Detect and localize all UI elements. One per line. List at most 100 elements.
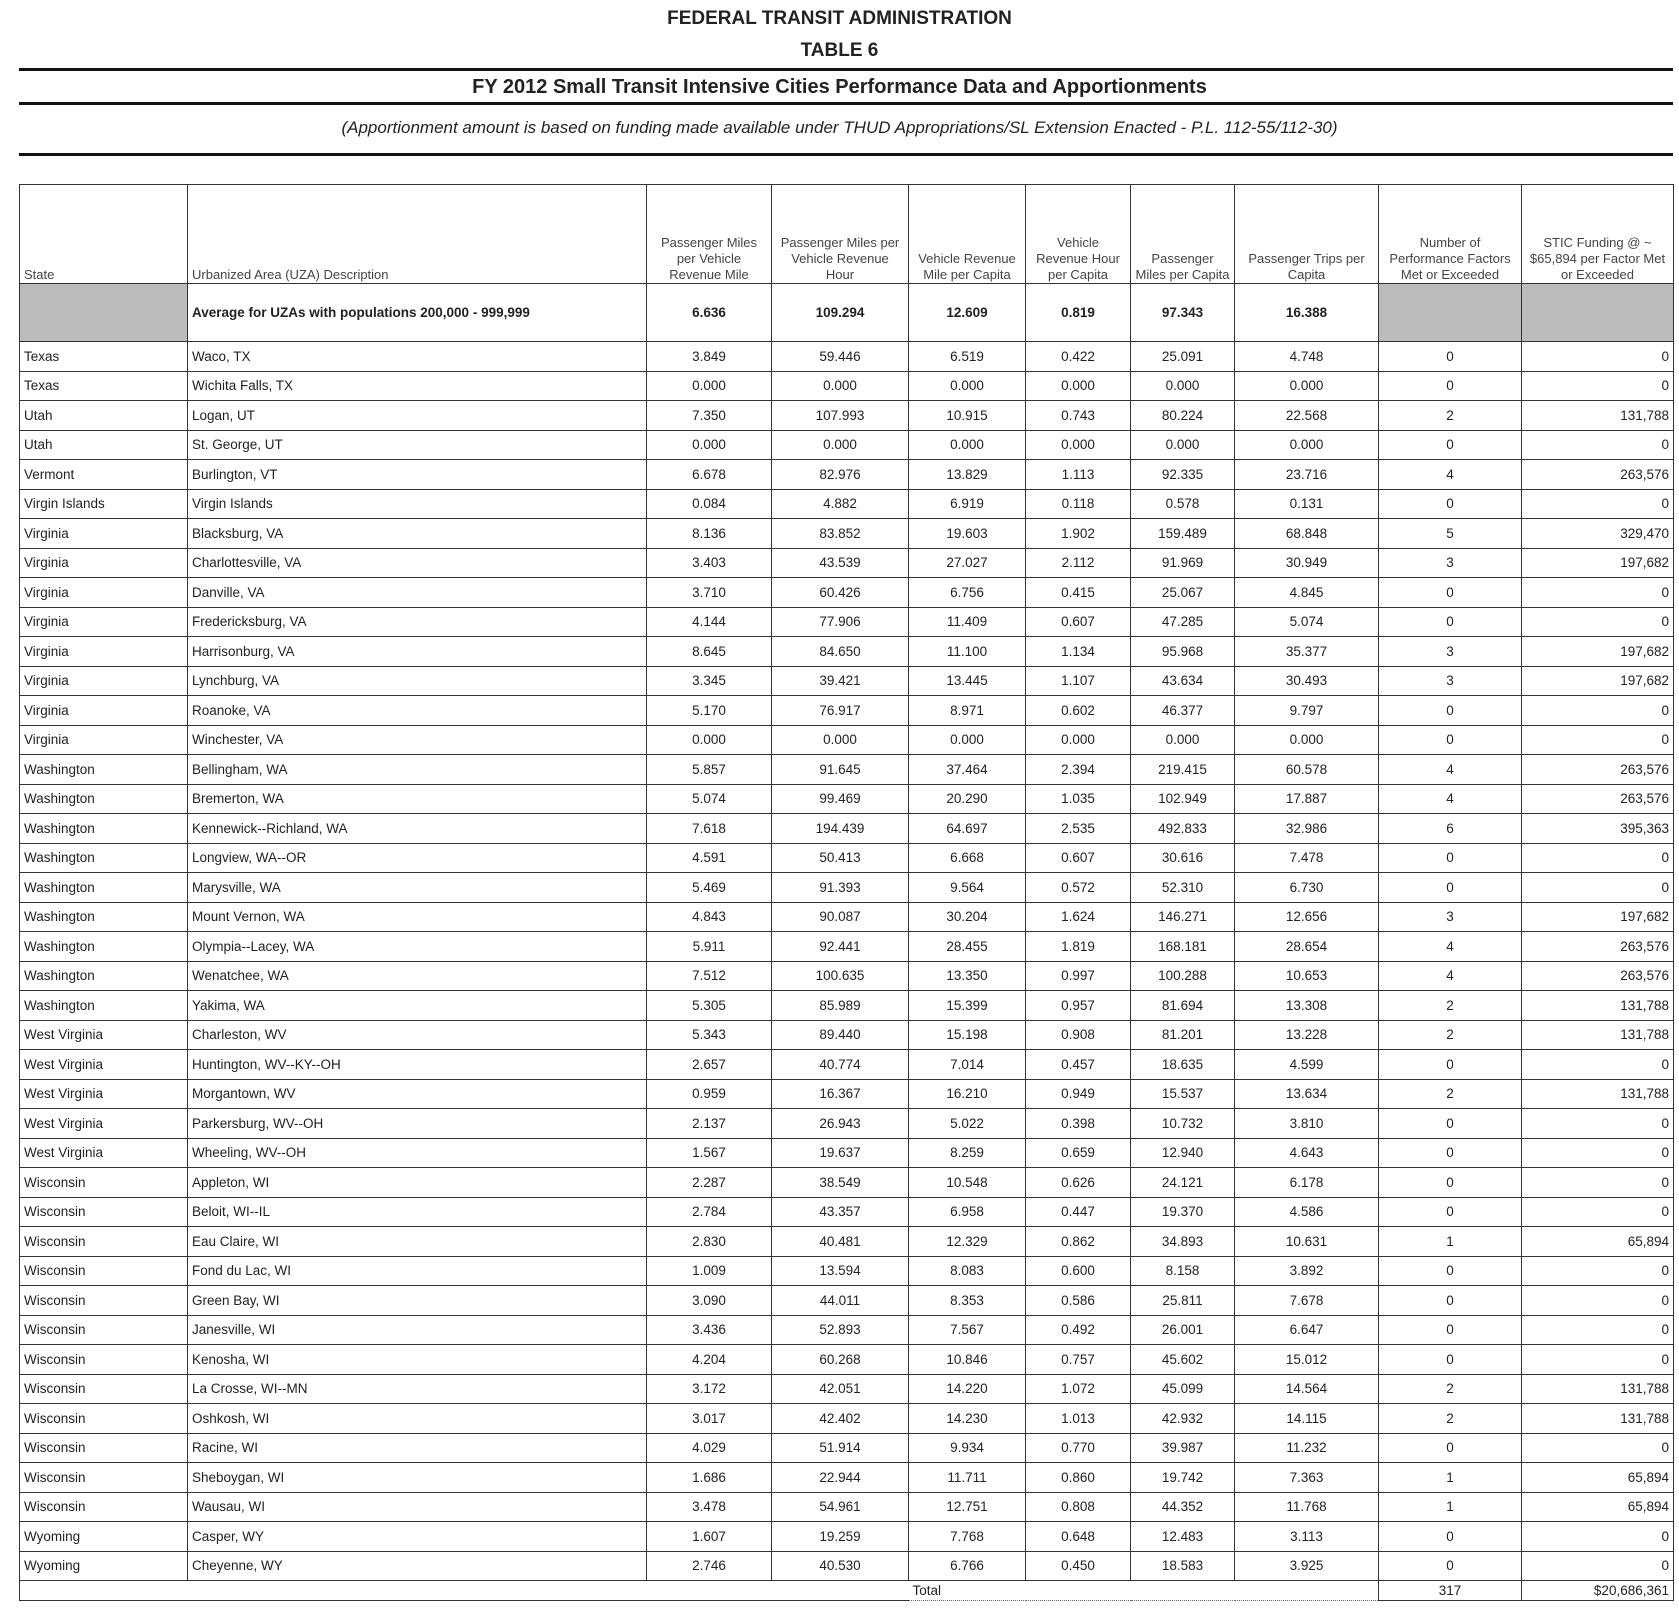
data-row: Wisconsin Appleton, WI 2.287 38.549 10.548 0.… xyxy=(19,1167,1674,1198)
text-cell: Oshkosh, WI xyxy=(187,1403,647,1434)
number-cell: 80.224 xyxy=(1130,400,1235,431)
number-cell: 1.902 xyxy=(1025,518,1131,549)
number-cell: 0.602 xyxy=(1025,695,1131,726)
number-cell: 1 xyxy=(1378,1491,1522,1522)
data-row: Virginia Charlottesville, VA 3.403 43.539 27… xyxy=(19,547,1674,578)
column-header: Urbanized Area (UZA) Description xyxy=(187,184,647,284)
number-cell: 3.345 xyxy=(646,665,772,696)
number-cell: 0.450 xyxy=(1025,1550,1131,1581)
text-cell: Blacksburg, VA xyxy=(187,518,647,549)
number-cell: 65,894 xyxy=(1521,1462,1674,1493)
text-cell: Longview, WA--OR xyxy=(187,842,647,873)
text-cell: Wausau, WI xyxy=(187,1491,647,1522)
text-cell: Kenosha, WI xyxy=(187,1344,647,1375)
number-cell: 89.440 xyxy=(771,1019,909,1050)
number-cell: 263,576 xyxy=(1521,931,1674,962)
number-cell: 51.914 xyxy=(771,1432,909,1463)
data-row: Washington Yakima, WA 5.305 85.989 15.399 0.9… xyxy=(19,990,1674,1021)
number-cell: 6.958 xyxy=(908,1196,1026,1227)
number-cell: 2 xyxy=(1378,1019,1522,1050)
number-cell: 4 xyxy=(1378,960,1522,991)
data-row: Virginia Fredericksburg, VA 4.144 77.906 11.… xyxy=(19,606,1674,637)
average-value: 0.819 xyxy=(1025,283,1131,342)
number-cell: 0 xyxy=(1378,842,1522,873)
number-cell: 0 xyxy=(1378,488,1522,519)
number-cell: 15.198 xyxy=(908,1019,1026,1050)
number-cell: 4 xyxy=(1378,754,1522,785)
number-cell: 19.370 xyxy=(1130,1196,1235,1227)
number-cell: 0.000 xyxy=(908,370,1026,401)
number-cell: 197,682 xyxy=(1521,636,1674,667)
number-cell: 42.932 xyxy=(1130,1403,1235,1434)
number-cell: 8.353 xyxy=(908,1285,1026,1316)
average-value: 16.388 xyxy=(1234,283,1379,342)
number-cell: 0.860 xyxy=(1025,1462,1131,1493)
text-cell: Bremerton, WA xyxy=(187,783,647,814)
number-cell: 32.986 xyxy=(1234,813,1379,844)
text-cell: Danville, VA xyxy=(187,577,647,608)
number-cell: 0.000 xyxy=(1025,370,1131,401)
number-cell: 6.919 xyxy=(908,488,1026,519)
number-cell: 43.634 xyxy=(1130,665,1235,696)
number-cell: 8.136 xyxy=(646,518,772,549)
text-cell: Washington xyxy=(19,990,188,1021)
cell xyxy=(19,1580,909,1601)
data-row: Utah Logan, UT 7.350 107.993 10.915 0.743 80.2… xyxy=(19,400,1674,431)
number-cell: 219.415 xyxy=(1130,754,1235,785)
number-cell: 131,788 xyxy=(1521,1078,1674,1109)
text-cell: Logan, UT xyxy=(187,400,647,431)
number-cell: 0 xyxy=(1378,872,1522,903)
number-cell: 0.659 xyxy=(1025,1137,1131,1168)
number-cell: 5.343 xyxy=(646,1019,772,1050)
average-label: Average for UZAs with populations 200,00… xyxy=(187,283,647,342)
number-cell: 0 xyxy=(1378,1344,1522,1375)
number-cell: 0.586 xyxy=(1025,1285,1131,1316)
text-cell: Bellingham, WA xyxy=(187,754,647,785)
number-cell: 13.308 xyxy=(1234,990,1379,1021)
rule xyxy=(19,102,1673,105)
number-cell: 91.393 xyxy=(771,872,909,903)
number-cell: 2.784 xyxy=(646,1196,772,1227)
text-cell: Winchester, VA xyxy=(187,724,647,755)
number-cell: 10.732 xyxy=(1130,1108,1235,1139)
number-cell: 159.489 xyxy=(1130,518,1235,549)
text-cell: Roanoke, VA xyxy=(187,695,647,726)
text-cell: Wisconsin xyxy=(19,1373,188,1404)
data-row: Washington Bremerton, WA 5.074 99.469 20.290… xyxy=(19,783,1674,814)
number-cell: 0.862 xyxy=(1025,1226,1131,1257)
text-cell: Texas xyxy=(19,341,188,372)
number-cell: 0 xyxy=(1521,1314,1674,1345)
number-cell: 492.833 xyxy=(1130,813,1235,844)
number-cell: 2 xyxy=(1378,1403,1522,1434)
column-header: Passenger Miles per Capita xyxy=(1130,184,1235,284)
number-cell: 0 xyxy=(1521,1521,1674,1552)
number-cell: 2.137 xyxy=(646,1108,772,1139)
text-cell: Virginia xyxy=(19,518,188,549)
number-cell: 0.492 xyxy=(1025,1314,1131,1345)
data-row: Texas Waco, TX 3.849 59.446 6.519 0.422 25.091… xyxy=(19,341,1674,372)
number-cell: 40.530 xyxy=(771,1550,909,1581)
text-cell: Kennewick--Richland, WA xyxy=(187,813,647,844)
text-cell: Mount Vernon, WA xyxy=(187,901,647,932)
column-header: Passenger Miles per Vehicle Revenue Hour xyxy=(771,184,909,284)
total-label: Total xyxy=(908,1580,1379,1601)
number-cell: 14.115 xyxy=(1234,1403,1379,1434)
number-cell: 8.259 xyxy=(908,1137,1026,1168)
number-cell: 95.968 xyxy=(1130,636,1235,667)
text-cell: La Crosse, WI--MN xyxy=(187,1373,647,1404)
number-cell: 3.436 xyxy=(646,1314,772,1345)
number-cell: 1 xyxy=(1378,1226,1522,1257)
text-cell: Fond du Lac, WI xyxy=(187,1255,647,1286)
number-cell: 16.210 xyxy=(908,1078,1026,1109)
data-row: West Virginia Parkersburg, WV--OH 2.137 26.… xyxy=(19,1108,1674,1139)
number-cell: 0.447 xyxy=(1025,1196,1131,1227)
number-cell: 39.987 xyxy=(1130,1432,1235,1463)
number-cell: 4.204 xyxy=(646,1344,772,1375)
text-cell: Marysville, WA xyxy=(187,872,647,903)
data-row: Washington Marysville, WA 5.469 91.393 9.564… xyxy=(19,872,1674,903)
number-cell: 42.402 xyxy=(771,1403,909,1434)
number-cell: 2 xyxy=(1378,1373,1522,1404)
number-cell: 0 xyxy=(1521,1049,1674,1080)
number-cell: 45.099 xyxy=(1130,1373,1235,1404)
